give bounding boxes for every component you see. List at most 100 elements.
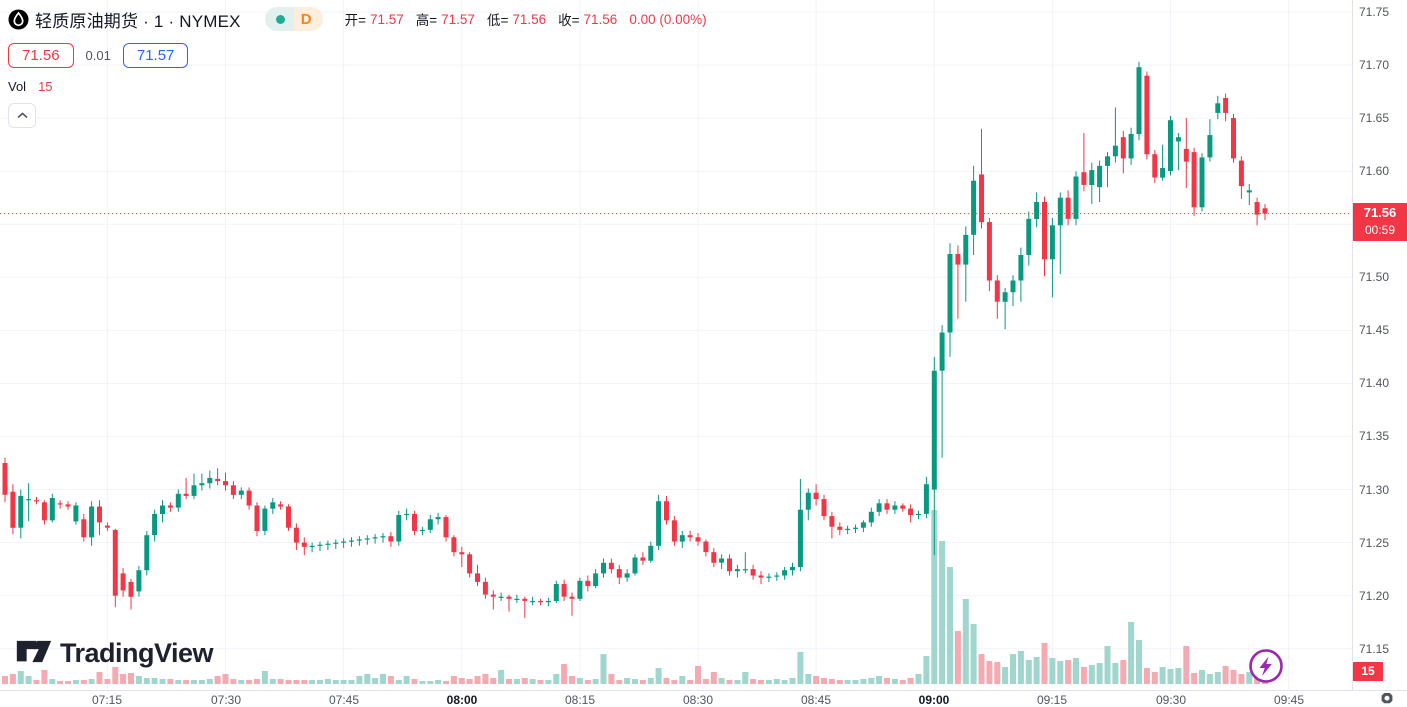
candle-body — [868, 511, 874, 523]
candle-body — [467, 554, 473, 574]
candle-body — [238, 490, 244, 495]
price-axis-label: 71.45 — [1359, 323, 1390, 338]
candle-body — [939, 332, 945, 371]
time-axis[interactable]: 07:15 07:30 07:45 08:00 08:15 08:30 08:45 09:00… — [0, 690, 1407, 707]
volume-bar — [498, 670, 505, 684]
axis-settings-gear-icon[interactable] — [1378, 691, 1396, 706]
open-value: 71.57 — [369, 11, 404, 27]
volume-bar — [561, 664, 568, 684]
candle-body — [860, 522, 866, 528]
candle-body — [293, 527, 299, 543]
candle-body — [89, 506, 95, 538]
volume-bar — [781, 680, 788, 684]
volume-bar — [616, 680, 623, 684]
volume-bar — [435, 680, 442, 684]
volume-bar — [569, 676, 575, 684]
candle-body — [506, 596, 512, 599]
candle-body — [648, 545, 654, 561]
price-axis[interactable]: 71.75 71.70 71.65 71.60 71.50 71.45 71.40 71.35… — [1352, 0, 1407, 690]
candle-body — [1152, 154, 1158, 178]
candle-body — [10, 491, 16, 528]
volume-bar — [891, 679, 898, 684]
volume-bar — [970, 624, 977, 684]
interval-selector[interactable]: D — [264, 7, 323, 31]
chevron-up-icon — [16, 112, 28, 119]
lightning-bolt-icon[interactable] — [1247, 647, 1285, 685]
volume-bar — [72, 680, 79, 684]
symbol-title[interactable]: 轻质原油期货 · 1 · NYMEX — [35, 11, 241, 31]
sell-bid-button[interactable]: 71.56 — [8, 42, 74, 68]
buy-ask-button[interactable]: 71.57 — [122, 42, 189, 68]
candle-body — [167, 505, 173, 508]
volume-bar — [230, 679, 237, 684]
candle-body — [26, 499, 32, 501]
volume-bar — [1143, 668, 1150, 684]
high-value: 71.57 — [441, 11, 475, 27]
chart-legend: 轻质原油期货 · 1 · NYMEX D 开= 71.57 高= 71.57 低= 7… — [8, 5, 707, 128]
volume-bar — [687, 680, 694, 684]
volume-bar — [513, 679, 520, 684]
volume-bar — [1136, 640, 1142, 684]
candle-body — [57, 503, 63, 505]
price-axis-label: 71.15 — [1359, 641, 1390, 656]
gridlines — [0, 0, 1352, 690]
candle-body — [916, 513, 921, 516]
volume-bar — [285, 680, 292, 684]
volume-bar — [608, 674, 615, 684]
candle-body — [797, 509, 803, 567]
close-value: 71.56 — [583, 11, 618, 27]
volume-bar — [41, 670, 48, 684]
candle-body — [41, 502, 47, 521]
candle-body — [955, 254, 961, 265]
candle-body — [498, 596, 504, 598]
candle-body — [81, 519, 87, 538]
candle-body — [404, 513, 410, 516]
volume-bar — [293, 680, 300, 684]
candle-body — [876, 503, 882, 512]
candle-body — [1207, 135, 1213, 158]
volume-bar — [994, 662, 1001, 684]
candle-body — [230, 485, 236, 495]
candle-body — [1183, 148, 1189, 162]
tradingview-mark-icon — [16, 640, 52, 662]
candle-body — [207, 477, 213, 484]
candle-body — [97, 506, 102, 523]
volume-bar — [702, 679, 709, 684]
tradingview-logo[interactable]: TradingView — [16, 638, 214, 669]
candle-body — [774, 575, 780, 577]
candle-body — [601, 562, 606, 574]
candlestick-series — [2, 61, 1268, 618]
candle-body — [679, 535, 685, 542]
volume-bar — [214, 676, 221, 684]
candle-body — [1049, 225, 1055, 260]
volume-bar — [1183, 646, 1190, 684]
candle-body — [923, 484, 929, 514]
candle-body — [892, 505, 898, 510]
candle-body — [1112, 145, 1118, 157]
volume-bar — [348, 680, 355, 684]
volume-bar — [600, 654, 607, 684]
volume-bar — [576, 678, 583, 684]
candle-body — [711, 552, 717, 563]
volume-bar — [175, 680, 182, 684]
volume-bar — [309, 680, 316, 684]
volume-bar — [120, 674, 127, 684]
price-axis-label: 71.60 — [1359, 164, 1390, 179]
close-label: 收= — [558, 13, 580, 28]
candle-body — [1081, 172, 1087, 185]
volume-bar — [734, 680, 741, 684]
candle-body — [317, 544, 323, 546]
volume-bar — [899, 680, 906, 684]
candle-body — [1262, 208, 1268, 214]
candle-body — [199, 483, 205, 486]
volume-bar — [458, 678, 465, 684]
candle-body — [427, 519, 433, 530]
candle-body — [632, 557, 638, 574]
candle-body — [719, 558, 725, 563]
volume-bar — [104, 679, 111, 684]
candle-body — [349, 540, 354, 542]
collapse-legend-button[interactable] — [8, 103, 36, 128]
volume-bar — [1191, 673, 1198, 684]
